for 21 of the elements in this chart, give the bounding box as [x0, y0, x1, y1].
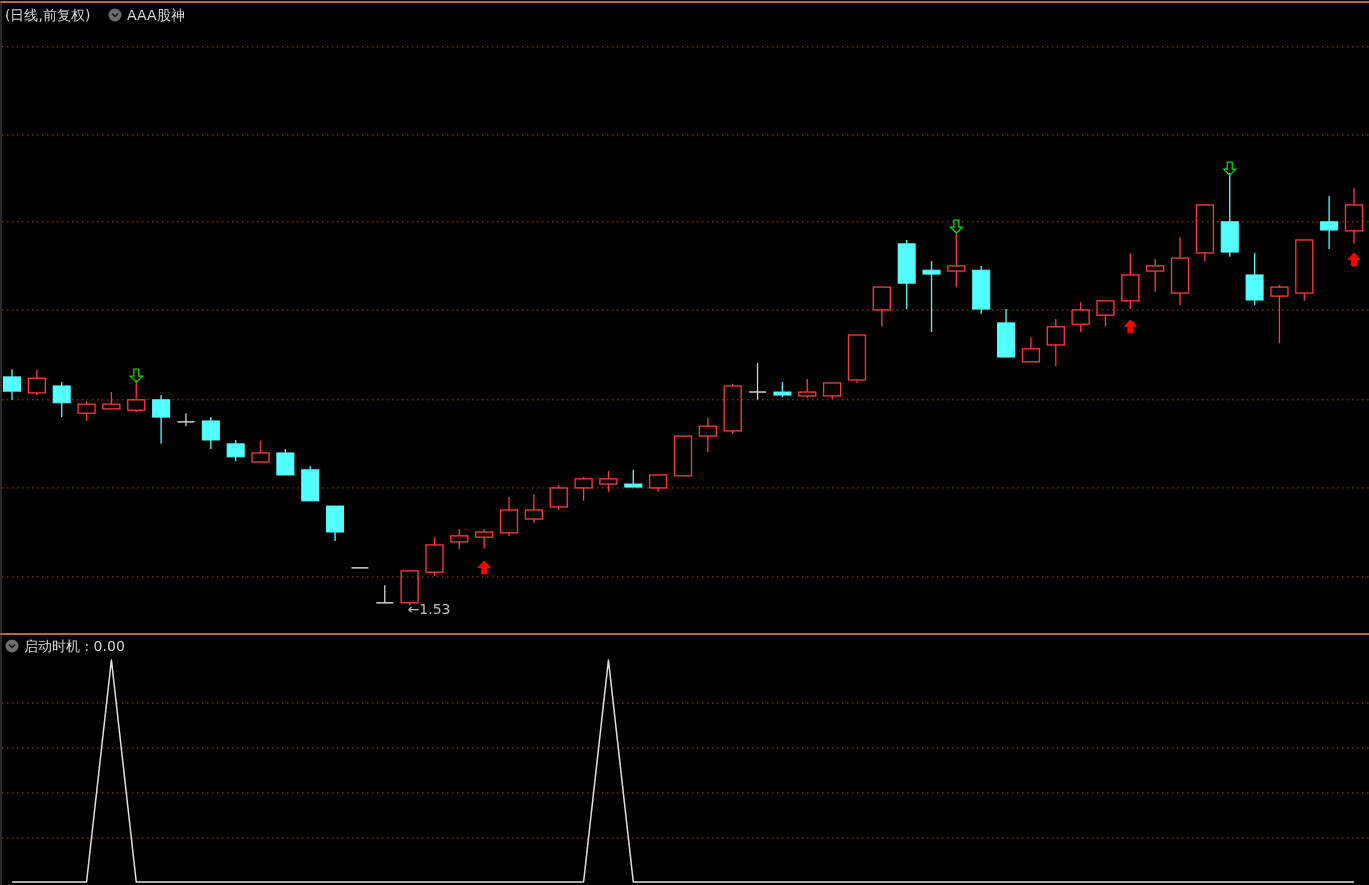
point	[1347, 252, 1361, 267]
point	[477, 560, 491, 575]
candlestick	[1320, 195, 1339, 250]
candlestick	[176, 412, 196, 427]
point	[1223, 161, 1237, 176]
candlestick	[698, 417, 717, 453]
candlestick	[997, 308, 1016, 358]
candlestick	[499, 496, 519, 537]
candlestick	[1021, 336, 1041, 363]
chart-title: 启动时机 : 0.00	[24, 638, 125, 654]
candlestick	[3, 368, 21, 401]
chart-title: (日线,前复权)	[5, 7, 91, 23]
point	[949, 219, 964, 234]
annotation: ←1.53	[407, 601, 451, 617]
chart-subtitle: AAA股神	[127, 7, 185, 23]
candlestick	[152, 394, 171, 445]
candlestick	[524, 493, 544, 524]
candlestick	[1170, 236, 1190, 306]
point	[129, 368, 143, 383]
point	[1123, 319, 1137, 334]
candlestick	[1344, 187, 1364, 245]
